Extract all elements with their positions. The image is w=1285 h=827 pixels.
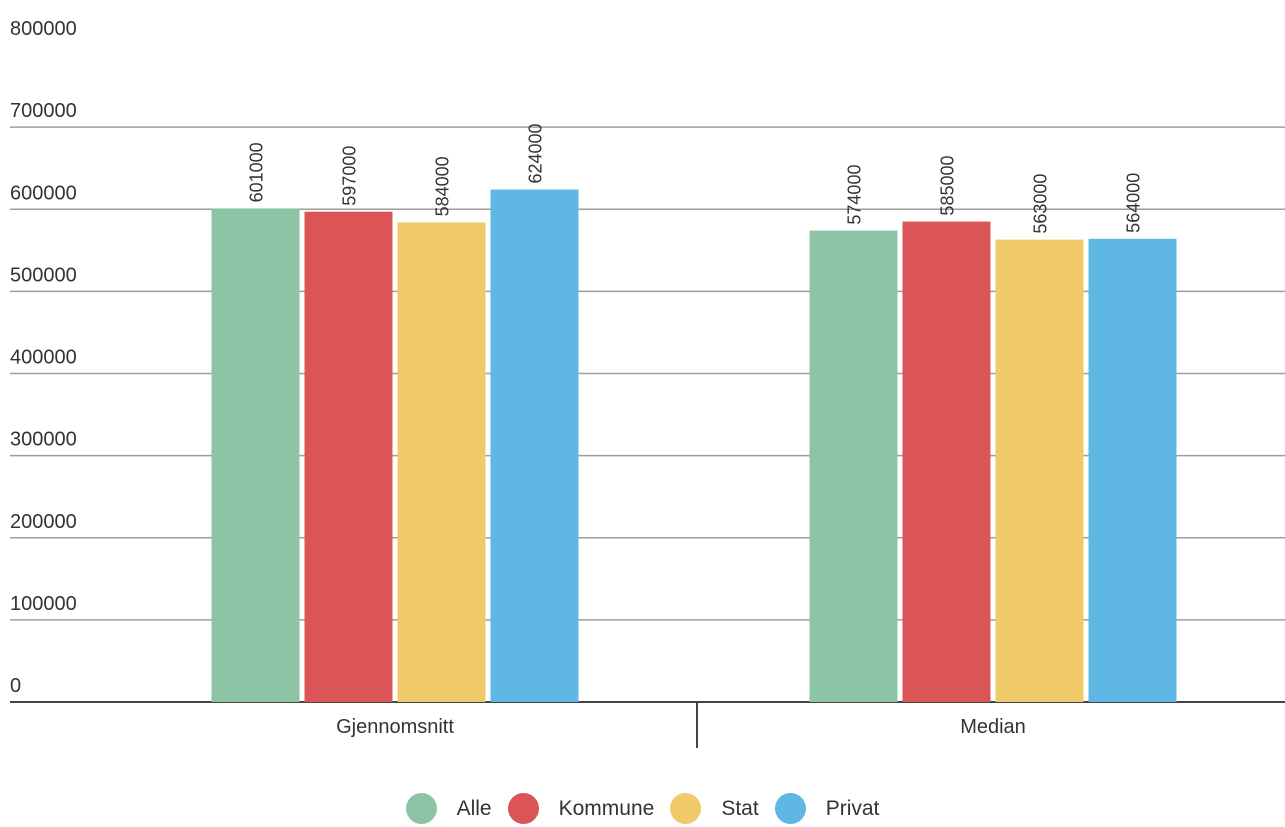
data-label: 564000	[1124, 173, 1144, 233]
x-tick-label: Median	[960, 716, 1026, 738]
bar	[902, 221, 991, 702]
y-tick-label: 500000	[10, 264, 77, 286]
legend-swatch	[670, 793, 702, 824]
y-tick-label: 200000	[10, 511, 77, 533]
y-tick-label: 400000	[10, 347, 77, 369]
y-tick-label: 600000	[10, 182, 77, 204]
bar	[397, 222, 486, 702]
legend-label: Stat	[721, 796, 759, 820]
y-tick-label: 700000	[10, 100, 77, 122]
y-tick-label: 100000	[10, 593, 77, 615]
bar-chart: 0 100000 200000 300000 400000 500000 600000 700…	[10, 18, 1285, 748]
legend-swatch	[405, 793, 437, 824]
data-label: 601000	[247, 142, 267, 202]
data-label: 597000	[340, 146, 360, 206]
legend-item: Stat	[670, 793, 759, 824]
x-tick-label: Gjennomsnitt	[336, 716, 454, 738]
bar	[809, 230, 898, 703]
chart-legend: Alle Kommune Stat Privat	[0, 793, 1285, 824]
bar	[490, 189, 579, 703]
legend-item: Privat	[774, 793, 880, 824]
legend-label: Kommune	[558, 796, 655, 820]
legend-item: Alle	[405, 793, 492, 824]
bar	[1088, 238, 1177, 702]
y-tick-label: 0	[10, 675, 21, 697]
data-label: 585000	[938, 155, 958, 215]
y-tick-label: 800000	[10, 18, 77, 40]
data-label: 624000	[526, 123, 546, 183]
bar	[304, 211, 393, 702]
legend-item: Kommune	[507, 793, 655, 824]
data-label: 574000	[845, 165, 865, 225]
data-label: 584000	[433, 156, 453, 216]
y-tick-label: 300000	[10, 429, 77, 451]
legend-label: Privat	[825, 796, 880, 820]
bar	[995, 239, 1084, 703]
bar	[211, 208, 300, 702]
legend-label: Alle	[456, 796, 492, 820]
data-label: 563000	[1031, 174, 1051, 234]
legend-swatch	[507, 793, 539, 824]
legend-swatch	[774, 793, 806, 824]
